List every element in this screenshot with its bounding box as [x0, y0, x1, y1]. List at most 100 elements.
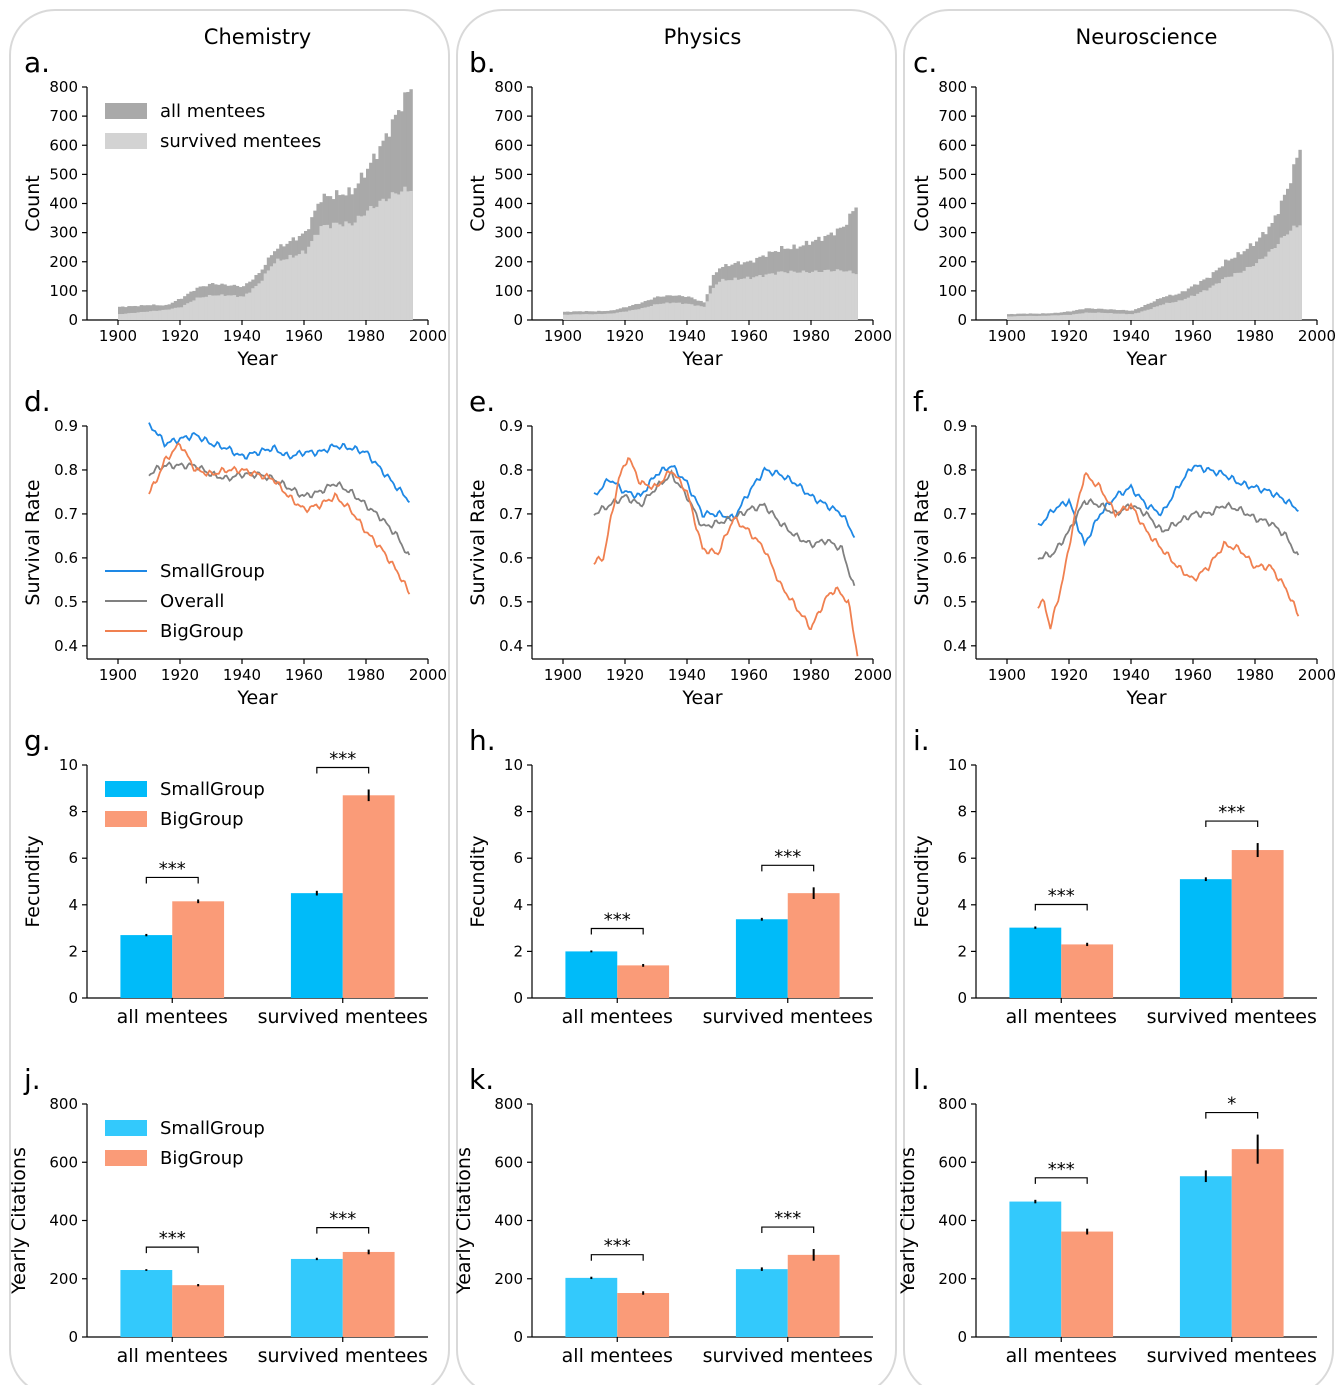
- y-tick-label: 700: [938, 107, 967, 125]
- x-category-label: all mentees: [117, 1006, 228, 1028]
- y-tick-label: 4: [957, 896, 967, 914]
- significance-bracket: [316, 1227, 370, 1234]
- histogram-bar: [1236, 272, 1240, 320]
- histogram-bar: [1031, 315, 1036, 320]
- histogram-bar: [1202, 290, 1206, 320]
- y-tick-label: 0: [513, 311, 523, 329]
- panel-i: i. 0 2 4 6 8 10 Fecundity all mentees *** survived…: [911, 724, 1317, 1028]
- significance-marker: ***: [159, 1228, 186, 1249]
- histogram-bar: [1292, 225, 1296, 320]
- histogram-bar: [1034, 316, 1039, 320]
- histogram-bar: [1019, 316, 1023, 320]
- histogram-bar: [680, 303, 685, 320]
- y-tick-label: 0: [68, 989, 78, 1007]
- histogram-bar: [176, 307, 181, 320]
- legend-swatch: [105, 781, 147, 797]
- y-tick-label: 0.4: [499, 637, 523, 655]
- x-tick-label: 1980: [792, 666, 830, 684]
- x-tick-label: 1940: [1112, 666, 1150, 684]
- y-tick-label: 0.5: [54, 593, 78, 611]
- y-tick-label: 0.7: [943, 505, 967, 523]
- legend-swatch: [105, 133, 147, 149]
- x-axis-label: Year: [236, 348, 277, 370]
- histogram-bar: [1220, 279, 1225, 320]
- legend-label: Overall: [160, 591, 224, 612]
- bar-biggroup-all-mentees: [172, 901, 225, 998]
- histogram-bar: [770, 273, 775, 320]
- histogram-bar: [581, 314, 585, 320]
- histogram-bar: [832, 271, 837, 320]
- x-category-label: survived mentees: [1147, 1006, 1317, 1028]
- y-tick-label: 200: [938, 1270, 967, 1288]
- significance-marker: ***: [774, 1208, 801, 1229]
- x-category-label: survived mentees: [1147, 1345, 1317, 1367]
- y-tick-label: 2: [513, 942, 523, 960]
- x-category-label: survived mentees: [703, 1345, 873, 1367]
- y-tick-label: 600: [494, 1153, 523, 1171]
- x-tick-label: 1980: [347, 327, 385, 345]
- histogram-bar: [118, 306, 122, 320]
- histogram-bar: [269, 266, 274, 320]
- y-tick-label: 200: [49, 253, 78, 271]
- significance-marker: ***: [604, 1236, 631, 1257]
- x-tick-label: 2000: [409, 666, 447, 684]
- y-tick-label: 0: [68, 1328, 78, 1346]
- histogram-bar: [1199, 292, 1203, 320]
- histogram-bar: [668, 303, 672, 320]
- histogram-bar: [848, 270, 852, 320]
- histogram-bar: [1196, 293, 1200, 320]
- histogram-bar: [390, 192, 395, 320]
- histogram-bar: [851, 211, 855, 320]
- histogram-bar: [341, 226, 345, 320]
- histogram-bar: [826, 269, 830, 320]
- x-tick-label: 1920: [1050, 327, 1088, 345]
- histogram-bar: [1022, 316, 1026, 320]
- histogram-bar: [637, 309, 641, 320]
- histogram-bar: [1124, 314, 1129, 320]
- histogram-bar: [835, 269, 840, 320]
- histogram-bar: [1041, 315, 1045, 320]
- histogram-bar: [1044, 315, 1048, 320]
- significance-bracket: [1205, 1111, 1259, 1119]
- histogram-bar: [359, 216, 364, 320]
- series-survived-mentees: [118, 186, 413, 320]
- bar-smallgroup-all-mentees: [1009, 1201, 1062, 1337]
- column-frame-physics: [456, 9, 897, 1385]
- x-tick-label: 1940: [223, 327, 261, 345]
- histogram-bar: [127, 306, 131, 320]
- histogram-bar: [1028, 315, 1033, 320]
- x-tick-label: 1920: [1050, 666, 1088, 684]
- histogram-bar: [634, 309, 638, 320]
- x-category-label: survived mentees: [258, 1345, 428, 1367]
- x-tick-label: 1900: [99, 327, 137, 345]
- histogram-bar: [207, 294, 212, 320]
- y-tick-label: 800: [49, 78, 78, 96]
- histogram-bar: [1047, 315, 1051, 320]
- legend-label: all mentees: [160, 101, 265, 122]
- histogram-bar: [823, 270, 827, 320]
- y-tick-label: 800: [494, 1095, 523, 1113]
- histogram-bar: [1239, 272, 1243, 320]
- histogram-bar: [1127, 314, 1132, 320]
- histogram-bar: [1267, 251, 1271, 320]
- histogram-bar: [643, 307, 647, 320]
- histogram-bar: [659, 303, 663, 320]
- y-tick-label: 8: [513, 803, 523, 821]
- histogram-bar: [1106, 313, 1110, 320]
- bar-smallgroup-survived-mentees: [735, 919, 788, 998]
- histogram-bar: [612, 313, 616, 320]
- bar-smallgroup-all-mentees: [1009, 927, 1062, 998]
- y-tick-label: 600: [938, 1153, 967, 1171]
- histogram-bar: [248, 292, 252, 320]
- bar-biggroup-survived-mentees: [342, 795, 395, 998]
- histogram-bar: [186, 303, 190, 320]
- panel-a: a. 0 100 200 300 400 500 600 700 800 1900 1920 1940 1…: [22, 46, 447, 370]
- histogram-bar: [1062, 314, 1067, 320]
- histogram-bar: [739, 278, 744, 320]
- column-title: Physics: [664, 25, 742, 49]
- x-category-label: all mentees: [562, 1006, 673, 1028]
- x-axis-label: Year: [681, 687, 722, 709]
- histogram-bar: [195, 297, 199, 320]
- histogram-bar: [1298, 225, 1302, 320]
- histogram-bar: [397, 194, 401, 320]
